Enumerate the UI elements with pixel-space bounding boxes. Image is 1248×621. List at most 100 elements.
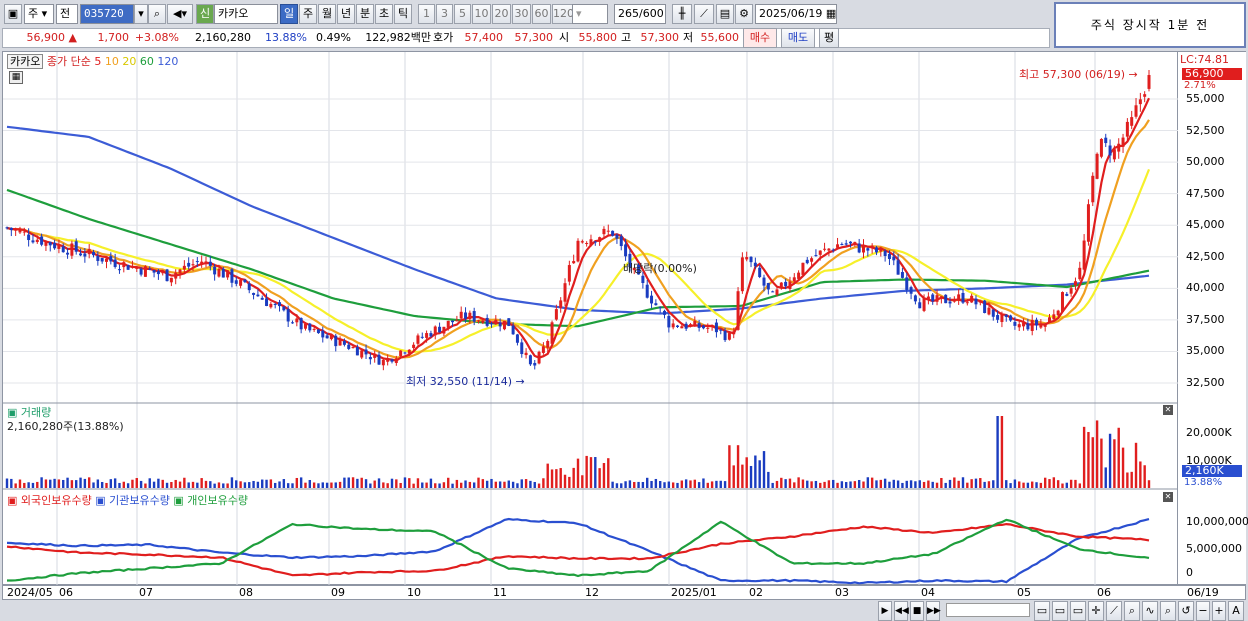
crosshair-icon[interactable]: ✛ <box>1088 601 1104 621</box>
candle-body <box>1004 314 1008 317</box>
volume-bar <box>819 482 822 488</box>
volume-bar <box>10 478 13 488</box>
volume-bar <box>671 482 675 488</box>
candle-body <box>507 318 511 326</box>
candle-body <box>658 307 662 309</box>
interval-tab-20[interactable]: 20 <box>492 4 511 24</box>
candle-type-icon[interactable]: ╫ <box>672 4 692 24</box>
volume-panel-close-icon[interactable]: ✕ <box>1163 405 1173 415</box>
layout-icon-3[interactable]: ▭ <box>1070 601 1086 621</box>
volume-bar <box>650 480 653 488</box>
scroll-first-icon[interactable]: ◀◀ <box>894 601 909 621</box>
scroll-last-icon[interactable]: ▶▶ <box>926 601 941 621</box>
stop-icon[interactable]: ■ <box>910 601 924 621</box>
candle-body <box>390 359 394 362</box>
scrollbar[interactable] <box>946 603 1030 617</box>
volume-bar <box>602 463 606 488</box>
search-icon[interactable]: ⌕ <box>148 4 166 24</box>
interval-tab-5[interactable]: 5 <box>454 4 471 24</box>
layout-icon-1[interactable]: ▭ <box>1034 601 1050 621</box>
scroll-right-icon[interactable]: ▶ <box>878 601 892 621</box>
period-tab-4[interactable]: 분 <box>356 4 374 24</box>
wave-icon[interactable]: ∿ <box>1142 601 1158 621</box>
volume-bar <box>901 482 904 488</box>
sell-button[interactable]: 매도 <box>781 28 815 48</box>
candle-body <box>524 352 528 356</box>
volume-bar <box>957 480 960 488</box>
volume-ratio: 0.49% <box>316 31 351 44</box>
credit-badge[interactable]: 신 <box>196 4 214 24</box>
candle-body <box>697 323 701 328</box>
zoom-in-icon[interactable]: + <box>1212 601 1226 621</box>
volume-bar <box>1022 482 1025 488</box>
high-annotation: 최고 57,300 (06/19) → <box>1019 68 1138 81</box>
candle-body <box>165 269 169 282</box>
volume-bar <box>291 483 294 488</box>
holding-panel-close-icon[interactable]: ✕ <box>1163 492 1173 502</box>
period-tab-6[interactable]: 틱 <box>394 4 412 24</box>
candle-body <box>295 318 299 323</box>
code-dropdown-icon[interactable]: ▾ <box>134 4 148 24</box>
candle-body <box>399 350 403 357</box>
interval-tab-10[interactable]: 10 <box>472 4 491 24</box>
period-tab-0[interactable]: 일 <box>280 4 298 24</box>
interval-tab-3[interactable]: 3 <box>436 4 453 24</box>
gear-icon[interactable]: ⚙ <box>735 4 753 24</box>
period-tab-3[interactable]: 년 <box>337 4 355 24</box>
candle-body <box>511 325 515 335</box>
eval-button[interactable]: 평 <box>819 28 839 48</box>
speaker-icon[interactable]: ◀▾ <box>167 4 193 24</box>
volume-bar <box>1104 467 1107 488</box>
zoom-out-icon[interactable]: − <box>1196 601 1210 621</box>
stock-name-field[interactable]: 카카오 <box>214 4 278 24</box>
candle-body <box>693 320 697 327</box>
trendline-icon[interactable]: ⟋ <box>1106 601 1122 621</box>
interval-tab-1[interactable]: 1 <box>418 4 435 24</box>
institution-line <box>6 517 1150 585</box>
interval-tab-30[interactable]: 30 <box>512 4 531 24</box>
volume-bar <box>304 482 307 488</box>
date-field[interactable]: 2025/06/19 ▦ <box>755 4 837 24</box>
volume-bar <box>1121 447 1125 488</box>
change-value: 1,700 <box>97 31 130 44</box>
volume-bar <box>369 483 372 488</box>
layout-icon-2[interactable]: ▭ <box>1052 601 1068 621</box>
volume-bar <box>118 482 121 488</box>
volume-bar <box>113 478 117 488</box>
volume-bar <box>624 481 627 488</box>
volume-bar <box>732 465 735 488</box>
volume-bar <box>295 477 299 488</box>
buy-button[interactable]: 매수 <box>743 28 777 48</box>
period-tab-5[interactable]: 초 <box>375 4 393 24</box>
interval-tab-120[interactable]: 120 <box>552 4 574 24</box>
interval-input[interactable]: ▾ <box>572 4 608 24</box>
market-select[interactable]: 주 ▾ <box>24 4 54 24</box>
candle-body <box>939 296 943 298</box>
auto-scale-icon[interactable]: A <box>1228 601 1244 621</box>
volume-bar <box>918 480 921 488</box>
volume-bar <box>1095 420 1099 488</box>
interval-tab-60[interactable]: 60 <box>532 4 551 24</box>
volume-bar <box>827 480 831 488</box>
restore-icon[interactable]: ↺ <box>1178 601 1194 621</box>
search-chart-icon[interactable]: ⌕ <box>1160 601 1176 621</box>
volume-bar <box>689 480 692 488</box>
prev-select[interactable]: 전 <box>56 4 78 24</box>
draw-tool-icon[interactable]: ⟋ <box>694 4 714 24</box>
low-label: 저 <box>683 31 694 44</box>
volume-bar <box>226 483 229 488</box>
legend-stock-name[interactable]: 카카오 <box>7 54 44 69</box>
price-chart-svg[interactable] <box>3 52 1179 586</box>
candle-body <box>978 301 982 303</box>
window-icon[interactable]: ▣ <box>4 4 22 24</box>
indicator-table-icon[interactable]: ▦ <box>9 71 23 84</box>
price-tick: 32,500 <box>1186 376 1225 389</box>
chart-area[interactable]: 카카오 종가 단순 5 10 20 60 120 ▦ 최고 57,300 (06… <box>2 51 1179 586</box>
zoom-icon[interactable]: ⌕ <box>1124 601 1140 621</box>
period-tab-2[interactable]: 월 <box>318 4 336 24</box>
stock-code-input[interactable]: 035720 <box>80 4 134 24</box>
count-field[interactable]: 265/600 <box>614 4 666 24</box>
volume-bar <box>832 479 835 488</box>
save-icon[interactable]: ▤ <box>716 4 734 24</box>
period-tab-1[interactable]: 주 <box>299 4 317 24</box>
